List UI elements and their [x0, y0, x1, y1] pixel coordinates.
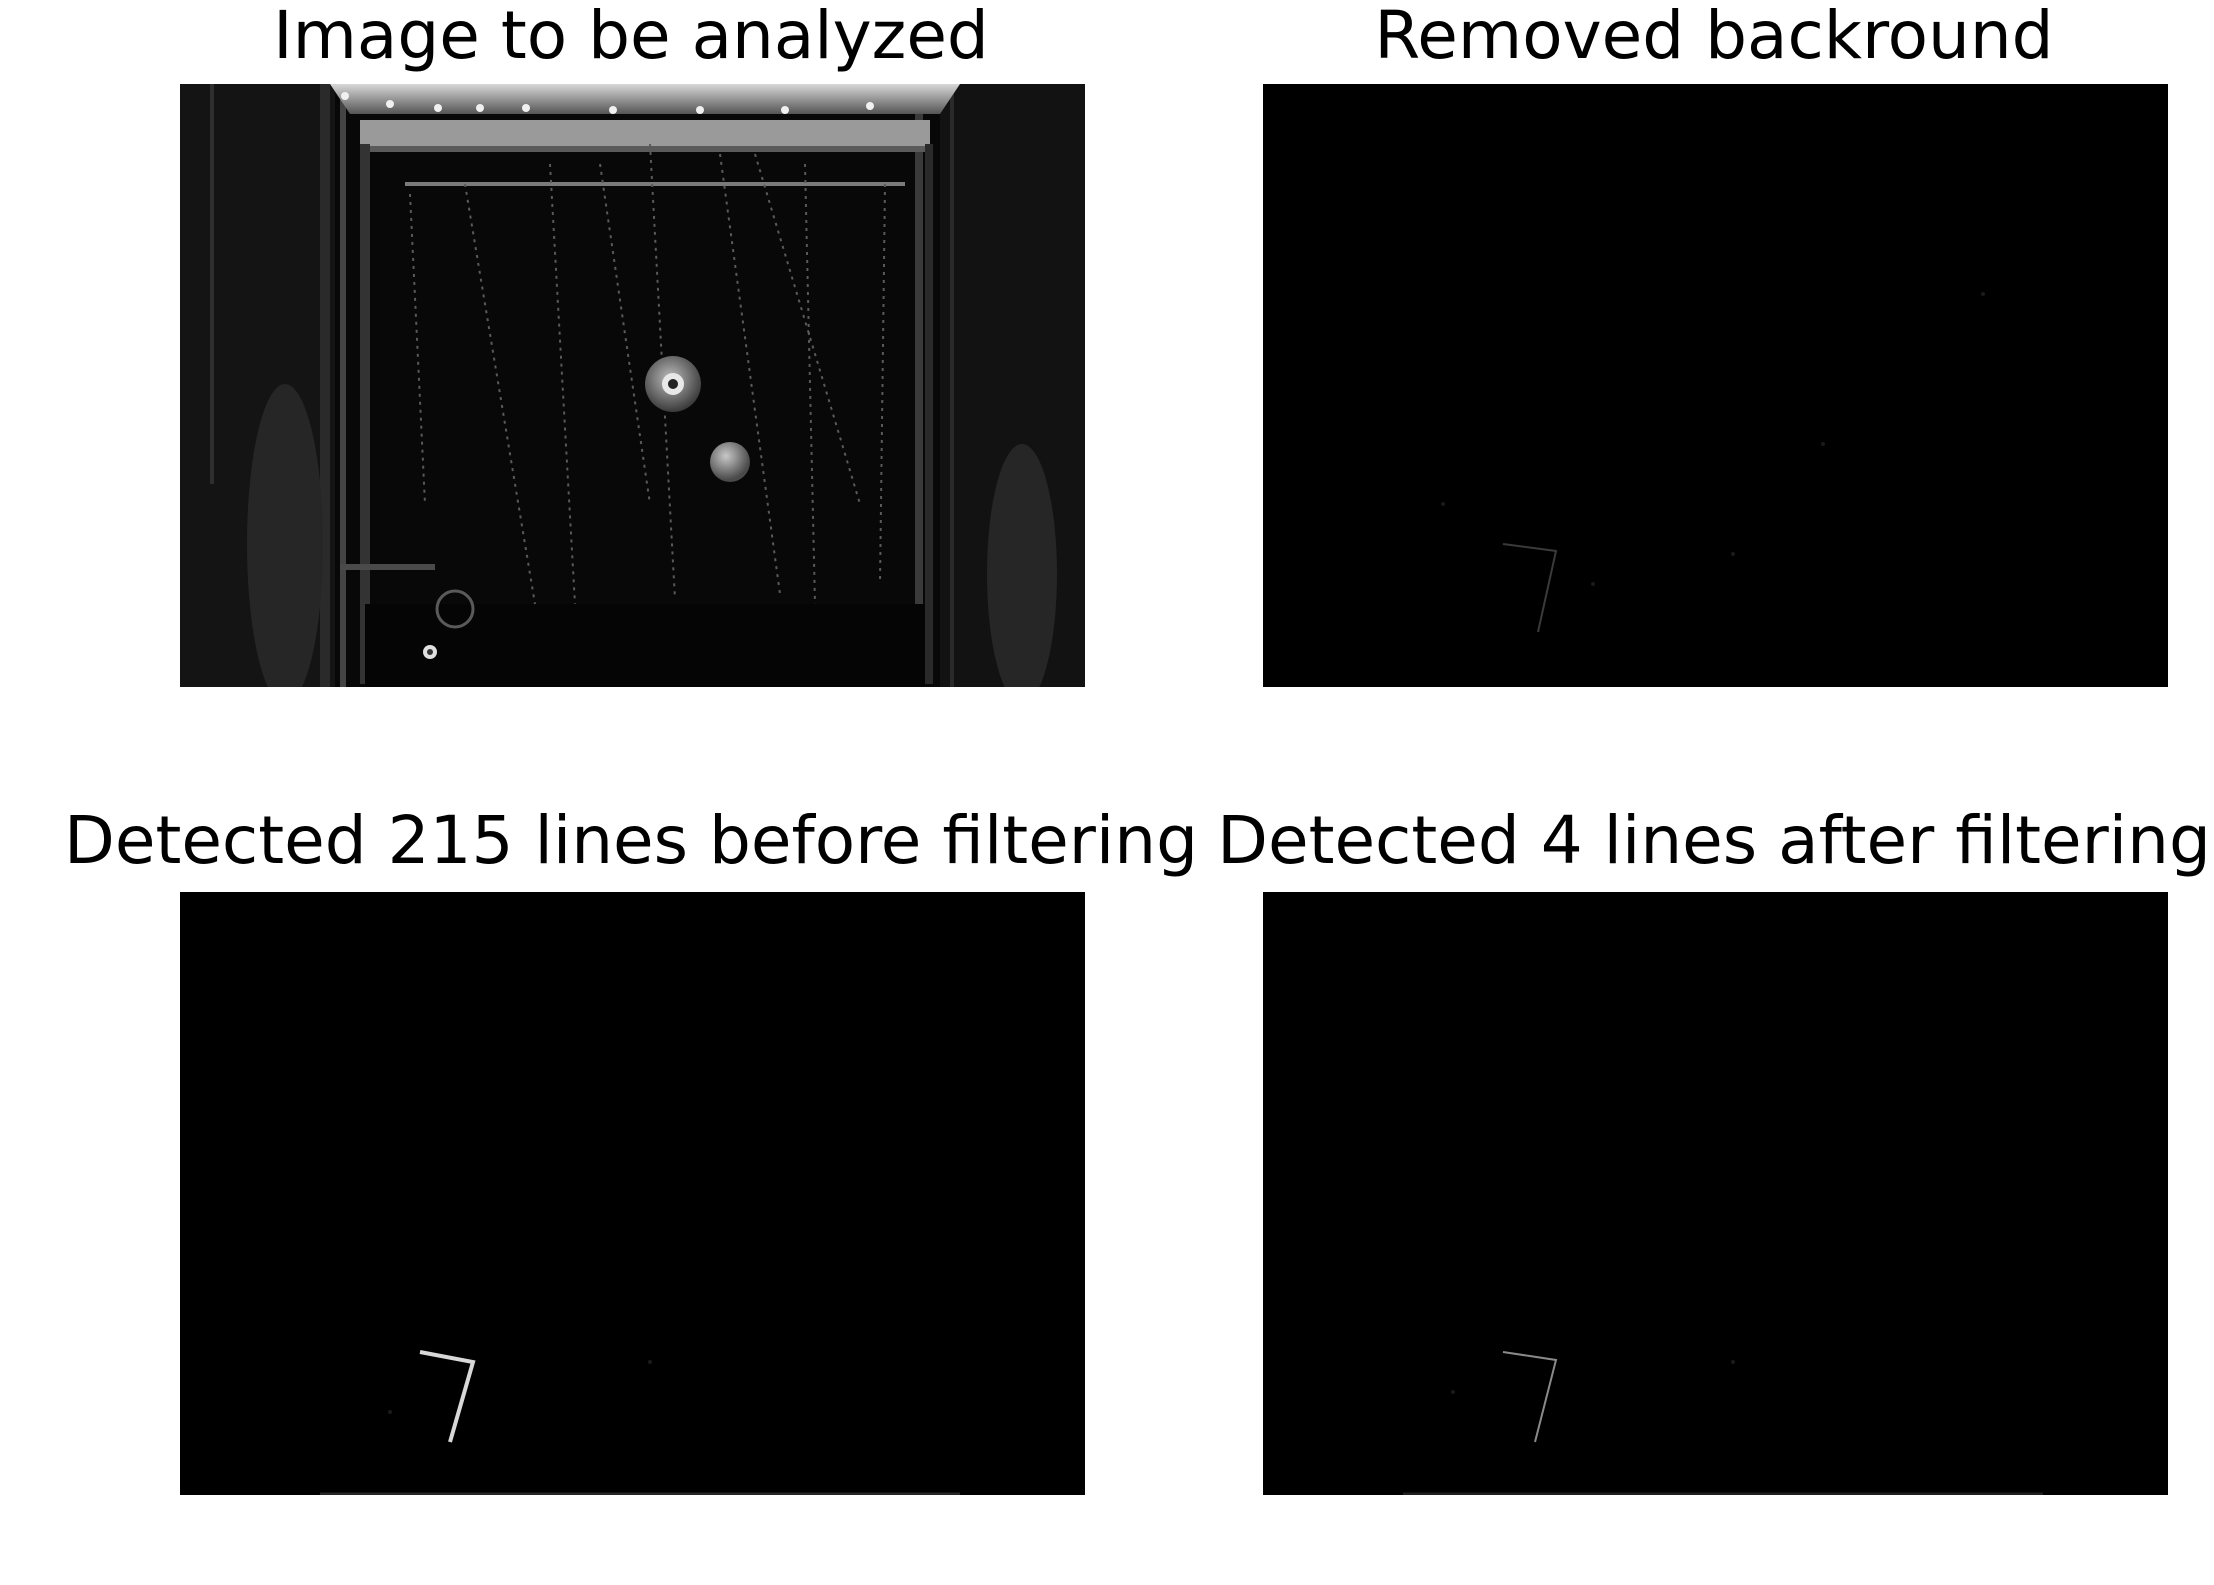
panel-title-before-filtering: Detected 215 lines before filtering — [64, 802, 1198, 879]
background-removed-image — [1263, 84, 2168, 687]
original-image — [180, 84, 1085, 687]
after-filtering-panel — [1263, 892, 2168, 1495]
panel-title-background-removed: Removed backround — [1374, 0, 2054, 74]
after-filtering-image — [1263, 892, 2168, 1495]
background-removed-panel — [1263, 84, 2168, 687]
original-image-panel — [180, 84, 1085, 687]
before-filtering-image — [180, 892, 1085, 1495]
panel-title-original: Image to be analyzed — [273, 0, 989, 74]
panel-title-after-filtering: Detected 4 lines after filtering — [1217, 802, 2211, 879]
before-filtering-panel — [180, 892, 1085, 1495]
